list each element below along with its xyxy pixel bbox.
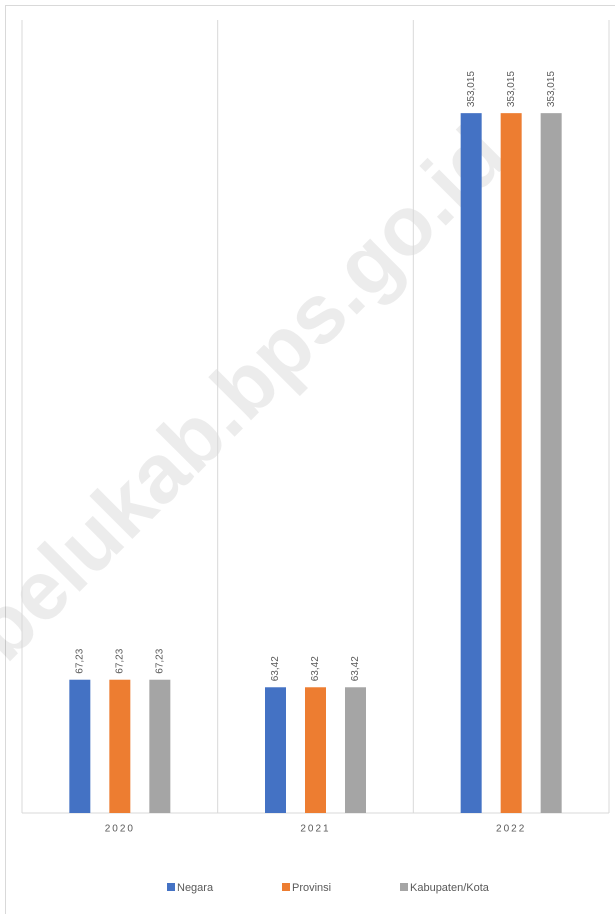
legend-swatch <box>400 883 408 891</box>
data-label: 67,23 <box>74 648 85 673</box>
bar <box>109 679 131 813</box>
bar <box>305 687 326 813</box>
bar <box>460 113 482 813</box>
data-label: 353,015 <box>546 71 557 108</box>
legend-swatch <box>167 883 175 891</box>
bar <box>540 113 562 813</box>
data-label: 353,015 <box>506 71 517 108</box>
data-label: 67,23 <box>114 648 125 673</box>
data-label: 63,42 <box>310 656 321 681</box>
legend-label: Kabupaten/Kota <box>410 882 490 894</box>
x-tick-label: 2020 <box>105 824 135 835</box>
chart-frame <box>5 5 615 914</box>
legend-label: Provinsi <box>292 882 331 894</box>
data-label: 63,42 <box>270 656 281 681</box>
x-tick-label: 2021 <box>300 824 330 835</box>
data-label: 67,23 <box>154 648 165 673</box>
bar <box>500 113 522 813</box>
legend-label: Negara <box>177 882 214 894</box>
legend-swatch <box>282 883 290 891</box>
bar <box>265 687 286 813</box>
x-tick-label: 2022 <box>496 824 526 835</box>
bar <box>149 679 171 813</box>
data-label: 63,42 <box>350 656 361 681</box>
bar <box>69 679 91 813</box>
bar <box>345 687 366 813</box>
data-label: 353,015 <box>466 71 477 108</box>
